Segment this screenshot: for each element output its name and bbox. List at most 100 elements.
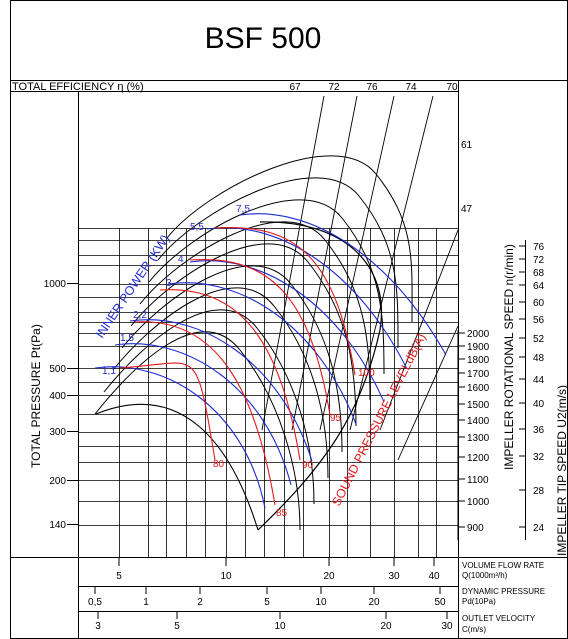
flow-label-1: VOLUME FLOW RATE — [462, 561, 544, 570]
power-curve — [94, 366, 266, 509]
dyn-tick-label: 2 — [197, 597, 203, 608]
efficiency-value: 70 — [446, 82, 458, 93]
dyn-tick-label: 5 — [264, 597, 270, 608]
efficiency-diagonal — [261, 95, 325, 431]
pressure-curve — [112, 287, 329, 479]
efficiency-diagonal — [319, 95, 395, 431]
power-value: 7,5 — [236, 204, 250, 215]
y-tick-label: 500 — [49, 364, 66, 375]
vel-tick-label: 30 — [441, 621, 453, 632]
speed-value: 1600 — [467, 383, 490, 394]
efficiency-diagonal — [291, 95, 358, 431]
efficiency-value: 74 — [405, 82, 417, 93]
pressure-curve — [166, 155, 413, 323]
power-value: 5,5 — [190, 222, 204, 233]
vel-tick-label: 20 — [380, 621, 392, 632]
power-value: 4 — [178, 254, 184, 265]
sound-value: 85 — [276, 508, 288, 519]
power-value: 2,2 — [133, 310, 147, 321]
tip-value: 48 — [533, 353, 545, 364]
power-value: 1,1 — [102, 366, 116, 377]
flow-tick-label: 20 — [323, 571, 335, 582]
flow-tick-label: 30 — [388, 571, 400, 582]
outer-frame — [10, 0, 568, 639]
tip-value: 24 — [533, 523, 545, 534]
speed-value: 2000 — [467, 329, 490, 340]
diagonal-value: 61 — [461, 140, 473, 151]
flow-tick-label: 10 — [220, 571, 232, 582]
dyn-tick-label: 10 — [315, 597, 327, 608]
tip-value: 40 — [533, 399, 545, 410]
speed-value: 1700 — [467, 369, 490, 380]
chart-title: BSF 500 — [205, 22, 322, 55]
efficiency-value: 67 — [289, 82, 301, 93]
speed-axis-label: IMPELLER ROTATIONAL SPEED n(r/min) — [502, 244, 516, 470]
sound-curves — [119, 226, 356, 506]
efficiency-value: 72 — [328, 82, 340, 93]
speed-value: 1800 — [467, 355, 490, 366]
speed-value: 1100 — [467, 475, 489, 486]
tip-value: 72 — [533, 255, 545, 266]
sound-axis-label: SOUND PRESSURE LEVELdB(A) — [329, 331, 429, 508]
sound-value: 95 — [330, 413, 342, 424]
power-curve — [189, 260, 385, 403]
speed-value: 900 — [467, 523, 484, 534]
tip-value: 32 — [533, 452, 545, 463]
y-tick-label: 400 — [49, 391, 66, 402]
pressure-curve — [121, 265, 343, 453]
pressure-curve — [130, 243, 357, 427]
power-curve — [129, 319, 313, 462]
dyn-tick-label: 50 — [434, 597, 446, 608]
pressure-curve — [157, 177, 399, 349]
power-value: 3 — [166, 278, 172, 289]
y-axis-label: TOTAL PRESSURE Pt(Pa) — [29, 324, 43, 468]
tip-value: 52 — [533, 334, 545, 345]
sound-curve — [189, 259, 331, 416]
speed-value: 1900 — [467, 342, 490, 353]
sound-curve — [134, 321, 276, 506]
tip-value: 36 — [533, 425, 545, 436]
tip-value: 56 — [533, 315, 545, 326]
sound-curve — [119, 362, 216, 461]
speed-value: 1300 — [467, 433, 490, 444]
dyn-label-1: DYNAMIC PRESSURE — [462, 587, 545, 596]
diagonal-value: 47 — [461, 204, 473, 215]
tip-value: 68 — [533, 268, 545, 279]
dyn-tick-label: 1 — [143, 597, 149, 608]
power-curve — [239, 213, 447, 356]
efficiency-diagonal — [349, 95, 434, 431]
chart-labels: 1,1 1,5 2,2 3 4 5,5 7,5 80 85 90 95 100 61 47 1000 500 4… — [44, 140, 545, 632]
y-tick-label: 300 — [49, 427, 66, 438]
speed-value: 1500 — [467, 400, 490, 411]
sound-value: 80 — [213, 459, 225, 470]
tip-value: 60 — [533, 298, 545, 309]
speed-value: 1200 — [467, 453, 490, 464]
tip-value: 76 — [533, 242, 545, 253]
dyn-tick-label: 0,5 — [88, 597, 102, 608]
dyn-tick-label: 20 — [368, 597, 380, 608]
pressure-curve — [94, 331, 301, 531]
flow-tick-label: 5 — [116, 571, 122, 582]
envelope-lower — [95, 403, 259, 531]
sound-curve — [214, 226, 356, 376]
flow-label-2: Q(1000m³/h) — [462, 571, 508, 580]
power-value: 1,5 — [120, 333, 134, 344]
vel-tick-label: 3 — [95, 621, 101, 632]
flow-tick-label: 40 — [428, 571, 440, 582]
plot-grid — [78, 228, 458, 557]
vel-label-2: C(m/s) — [462, 625, 486, 634]
pressure-curves — [94, 155, 413, 531]
vel-tick-label: 10 — [274, 621, 286, 632]
vel-label-1: OUTLET VELOCITY — [462, 614, 536, 623]
efficiency-labels: 67 72 76 74 70 — [289, 82, 458, 93]
power-curves — [94, 213, 447, 509]
speed-value: 1400 — [467, 416, 490, 427]
sound-curve — [159, 289, 301, 461]
pressure-curve — [139, 221, 371, 401]
pressure-curve — [103, 309, 315, 505]
efficiency-diagonals — [261, 95, 459, 461]
y-tick-label: 1000 — [44, 279, 67, 290]
tip-axis-label: IMPELLER TIP SPEED U2(m/s) — [555, 385, 568, 556]
